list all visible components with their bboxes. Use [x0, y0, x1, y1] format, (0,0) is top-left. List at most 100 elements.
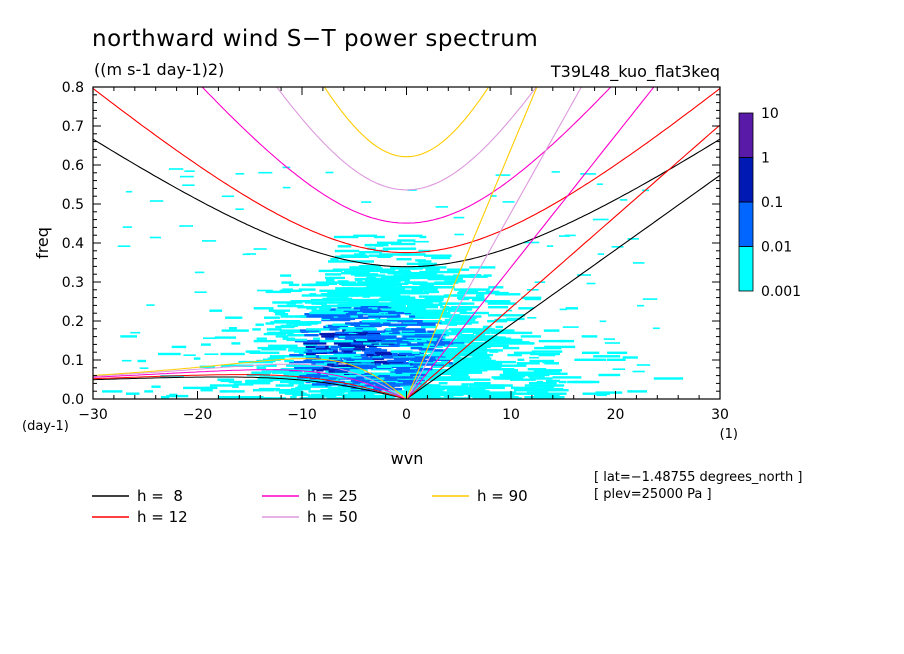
- power-cell: [287, 334, 302, 337]
- power-cell: [445, 371, 462, 374]
- power-cell: [288, 283, 300, 287]
- power-cell: [637, 304, 645, 307]
- power-cell: [362, 306, 392, 309]
- power-cell: [464, 359, 492, 363]
- power-cell: [297, 306, 323, 309]
- power-cell: [402, 371, 429, 374]
- power-cell: [183, 386, 214, 390]
- power-cell: [494, 318, 518, 322]
- power-cell: [447, 268, 470, 271]
- power-cell: [461, 371, 483, 374]
- power-cell: [328, 301, 356, 304]
- power-cell: [532, 385, 553, 388]
- power-cell: [604, 342, 621, 344]
- power-cell: [622, 356, 638, 359]
- power-cell: [370, 313, 393, 316]
- legend-label: h = 90: [477, 487, 528, 505]
- power-cell: [229, 327, 237, 330]
- power-cell: [327, 339, 354, 343]
- power-cell: [315, 363, 328, 366]
- axis-ticks: −30 −20 −10 0 10 20 30 0.0 0.1 0.2 0.3 0.4 0.5 0.6 0.7…: [62, 80, 729, 423]
- chart-units: ((m s-1 day-1)2): [94, 60, 224, 79]
- power-cell: [418, 276, 434, 280]
- power-cell: [259, 387, 280, 391]
- power-cell: [558, 380, 567, 384]
- power-cell: [294, 339, 322, 343]
- power-cell: [407, 328, 426, 331]
- power-cell: [633, 262, 645, 264]
- kelvin-curve: [406, 124, 720, 399]
- power-cell: [344, 376, 353, 379]
- power-cell: [280, 324, 298, 328]
- power-cell: [636, 364, 651, 366]
- power-cell: [308, 283, 329, 287]
- y-tick-label: 0.5: [62, 197, 84, 213]
- power-cell: [348, 376, 360, 379]
- power-cell: [359, 306, 369, 309]
- power-cell: [430, 290, 440, 294]
- pressure-level-info: [ plev=25000 Pa ]: [594, 487, 712, 502]
- power-cell: [481, 342, 491, 345]
- power-cell: [328, 383, 357, 386]
- power-cell: [424, 254, 452, 257]
- power-cell: [358, 251, 378, 254]
- power-cell: [418, 295, 450, 298]
- power-cell: [523, 241, 540, 244]
- power-cell: [328, 378, 341, 381]
- legend-label: h = 25: [307, 487, 358, 505]
- power-cell: [319, 339, 328, 343]
- power-cell: [527, 317, 537, 319]
- power-cell: [375, 318, 390, 322]
- power-cell: [228, 380, 242, 384]
- power-cell: [270, 321, 290, 324]
- power-cell: [345, 322, 359, 325]
- power-cell: [506, 317, 525, 321]
- colorbar-label: 0.01: [761, 240, 792, 256]
- power-cell: [361, 320, 393, 323]
- power-cell: [447, 378, 471, 381]
- power-cell: [410, 316, 441, 319]
- power-cell: [309, 293, 317, 296]
- power-cell: [485, 368, 503, 371]
- power-cell: [390, 350, 413, 353]
- power-cell: [596, 183, 603, 185]
- power-cell: [309, 311, 328, 315]
- power-cell: [271, 371, 289, 374]
- power-cell: [200, 389, 213, 392]
- power-cell: [441, 321, 461, 324]
- power-cell: [388, 288, 405, 291]
- power-cell: [275, 313, 289, 316]
- power-cell: [475, 338, 491, 342]
- power-cell: [329, 328, 340, 331]
- power-cell: [487, 364, 512, 367]
- power-cell: [531, 350, 563, 353]
- power-cell: [524, 384, 543, 387]
- power-cell: [308, 390, 339, 393]
- power-cell: [391, 328, 409, 331]
- power-cell: [483, 325, 492, 328]
- power-cell: [339, 386, 351, 390]
- power-cell: [457, 357, 480, 360]
- power-cell: [391, 337, 415, 340]
- power-cell: [335, 331, 359, 335]
- power-cell: [372, 372, 389, 375]
- power-cell: [290, 371, 299, 374]
- power-cell: [327, 390, 344, 393]
- power-cell: [415, 383, 424, 386]
- power-cell: [574, 358, 601, 361]
- power-cell: [398, 234, 423, 237]
- power-cell: [289, 353, 304, 357]
- power-cell: [487, 320, 508, 323]
- power-cell: [380, 385, 395, 388]
- power-cell: [502, 201, 515, 203]
- power-cell: [527, 368, 547, 371]
- power-cell: [359, 321, 368, 324]
- power-cell: [501, 375, 526, 378]
- x-tick-label: −30: [78, 407, 108, 423]
- power-cell: [401, 376, 423, 379]
- power-cell: [482, 349, 498, 352]
- power-cell: [389, 390, 410, 393]
- x-tick-label: 10: [502, 407, 520, 423]
- power-cell: [367, 283, 375, 287]
- power-cell: [202, 240, 217, 242]
